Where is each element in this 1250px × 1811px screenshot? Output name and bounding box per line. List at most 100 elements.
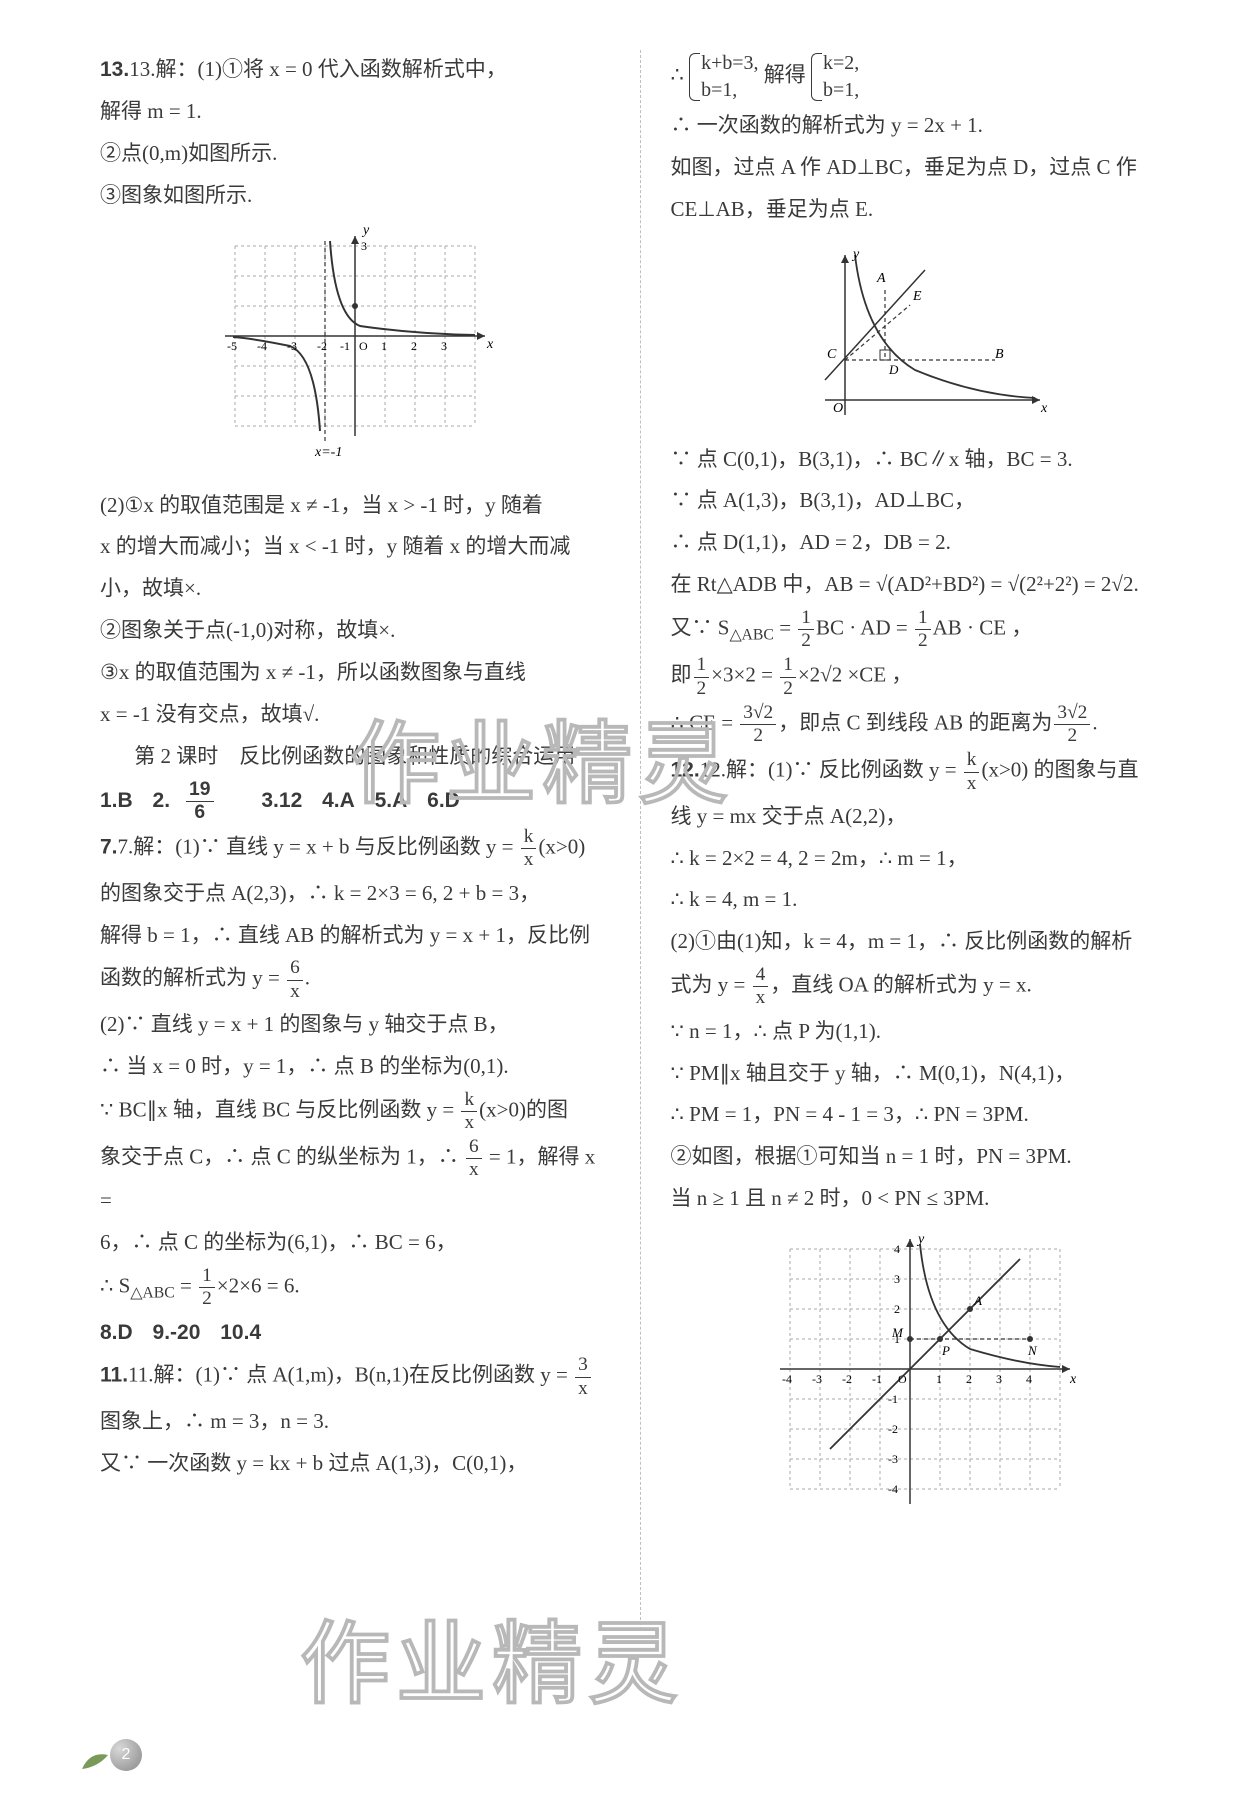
text-line: ∴ PM = 1，PN = 4 - 1 = 3，∴ PN = 3PM.: [671, 1095, 1181, 1135]
answer-row-2: 8.D 9.-20 10.4: [100, 1313, 610, 1353]
text-line: 在 Rt△ADB 中，AB = √(AD²+BD²) = √(2²+2²) = …: [671, 565, 1181, 605]
text-line: ∴ 点 D(1,1)，AD = 2，DB = 2.: [671, 523, 1181, 563]
page-number-badge: 2: [110, 1739, 142, 1771]
left-column: 13.13.解：(1)①将 x = 0 代入函数解析式中， 解得 m = 1. …: [100, 50, 610, 1630]
graph-2: O A B C D E x y: [671, 240, 1181, 430]
graph-3: A M P N x y -4 -3 -2 -1 O 1 2 3 4 1 2 3 …: [671, 1229, 1181, 1519]
text-line: ∴ k = 2×2 = 4, 2 = 2m，∴ m = 1，: [671, 839, 1181, 879]
svg-text:-3: -3: [888, 1452, 898, 1466]
svg-text:x: x: [486, 337, 494, 352]
svg-text:2: 2: [894, 1302, 900, 1316]
svg-text:O: O: [898, 1372, 907, 1386]
text-line: ∴ k = 4, m = 1.: [671, 880, 1181, 920]
text-line: ∴ 当 x = 0 时，y = 1，∴ 点 B 的坐标为(0,1).: [100, 1047, 610, 1087]
graph-1: y x -5 -4 -3 -2 -1 O 1 2 3 3 x=-1: [100, 226, 610, 476]
text-line: ③x 的取值范围为 x ≠ -1，所以函数图象与直线: [100, 653, 610, 693]
text-line: ②如图，根据①可知当 n = 1 时，PN = 3PM.: [671, 1137, 1181, 1177]
ans: 4.A: [322, 789, 355, 812]
text-line: 6，∴ 点 C 的坐标为(6,1)，∴ BC = 6，: [100, 1223, 610, 1263]
text-line: ∵ PM∥x 轴且交于 y 轴，∴ M(0,1)，N(4,1)，: [671, 1054, 1181, 1094]
svg-text:C: C: [827, 347, 837, 362]
ans: 8.D: [100, 1321, 133, 1344]
text-line: ②图象关于点(-1,0)对称，故填×.: [100, 611, 610, 651]
text-line: (2)①由(1)知，k = 4，m = 1，∴ 反比例函数的解析: [671, 922, 1181, 962]
svg-text:N: N: [1027, 1343, 1038, 1358]
svg-text:3: 3: [441, 339, 447, 353]
text-line: ∵ 点 C(0,1)，B(3,1)，∴ BC∥x 轴，BC = 3.: [671, 440, 1181, 480]
text-line: ∵ BC∥x 轴，直线 BC 与反比例函数 y = kx(x>0)的图: [100, 1089, 610, 1134]
ans: 2.196: [153, 789, 242, 812]
text-line: (2)∵ 直线 y = x + 1 的图象与 y 轴交于点 B，: [100, 1005, 610, 1045]
svg-text:-1: -1: [872, 1372, 882, 1386]
svg-text:-4: -4: [888, 1482, 898, 1496]
svg-text:-2: -2: [317, 339, 327, 353]
text-line: ∴ CE = 3√22，即点 C 到线段 AB 的距离为3√22.: [671, 702, 1181, 747]
ans: 6.D: [427, 789, 460, 812]
svg-text:x: x: [1069, 1372, 1077, 1387]
text-line: 又∵ S△ABC = 12BC · AD = 12AB · CE ，: [671, 607, 1181, 652]
svg-text:A: A: [973, 1293, 982, 1308]
text-line: ∵ n = 1，∴ 点 P 为(1,1).: [671, 1012, 1181, 1052]
text-line: 如图，过点 A 作 AD⊥BC，垂足为点 D，过点 C 作: [671, 148, 1181, 188]
text-line: 式为 y = 4x，直线 OA 的解析式为 y = x.: [671, 964, 1181, 1009]
svg-text:3: 3: [996, 1372, 1002, 1386]
svg-text:1: 1: [936, 1372, 942, 1386]
right-column: ∴ k+b=3,b=1, 解得 k=2,b=1, ∴ 一次函数的解析式为 y =…: [671, 50, 1181, 1630]
text-line: 7.7.解：(1)∵ 直线 y = x + b 与反比例函数 y = kx(x>…: [100, 826, 610, 871]
svg-text:-3: -3: [812, 1372, 822, 1386]
ans: 5.A: [375, 789, 408, 812]
text-line: 图象上，∴ m = 3，n = 3.: [100, 1402, 610, 1442]
svg-text:y: y: [916, 1232, 925, 1247]
svg-text:-3: -3: [287, 339, 297, 353]
ans: 1.B: [100, 789, 133, 812]
svg-text:4: 4: [1026, 1372, 1032, 1386]
text-line: 当 n ≥ 1 且 n ≠ 2 时，0 < PN ≤ 3PM.: [671, 1179, 1181, 1219]
svg-text:1: 1: [381, 339, 387, 353]
text-line: ②点(0,m)如图所示.: [100, 134, 610, 174]
svg-text:E: E: [912, 289, 922, 304]
text-line: x 的增大而减小；当 x < -1 时，y 随着 x 的增大而减: [100, 527, 610, 567]
svg-text:-1: -1: [888, 1392, 898, 1406]
svg-text:3: 3: [894, 1272, 900, 1286]
text-line: 的图象交于点 A(2,3)，∴ k = 2×3 = 6, 2 + b = 3，: [100, 874, 610, 914]
svg-text:x: x: [1040, 401, 1048, 416]
text-line: 解得 m = 1.: [100, 92, 610, 132]
svg-text:1: 1: [894, 1332, 900, 1346]
svg-text:x=-1: x=-1: [314, 445, 342, 460]
text-line: CE⊥AB，垂足为点 E.: [671, 190, 1181, 230]
column-divider: [640, 50, 641, 1630]
two-column-layout: 13.13.解：(1)①将 x = 0 代入函数解析式中， 解得 m = 1. …: [100, 50, 1180, 1630]
svg-text:O: O: [833, 401, 843, 416]
text-line: 小，故填×.: [100, 569, 610, 609]
text-line: ∵ 点 A(1,3)，B(3,1)，AD⊥BC，: [671, 481, 1181, 521]
text-line: ∴ k+b=3,b=1, 解得 k=2,b=1,: [671, 50, 1181, 104]
svg-text:-2: -2: [842, 1372, 852, 1386]
text-line: 11.11.解：(1)∵ 点 A(1,m)，B(n,1)在反比例函数 y = 3…: [100, 1354, 610, 1399]
answer-row-1: 1.B 2.196 3.12 4.A 5.A 6.D: [100, 779, 610, 824]
svg-text:D: D: [888, 362, 899, 377]
svg-text:y: y: [361, 226, 370, 238]
leaf-decoration-icon: [80, 1749, 110, 1773]
ans: 9.-20: [153, 1321, 201, 1344]
svg-text:-4: -4: [782, 1372, 792, 1386]
text-line: x = -1 没有交点，故填√.: [100, 695, 610, 735]
svg-text:-5: -5: [227, 339, 237, 353]
text-line: ③图象如图所示.: [100, 176, 610, 216]
svg-text:-2: -2: [888, 1422, 898, 1436]
text-line: 12.12.解：(1)∵ 反比例函数 y = kx(x>0) 的图象与直: [671, 749, 1181, 794]
text-line: 13.13.解：(1)①将 x = 0 代入函数解析式中，: [100, 50, 610, 90]
svg-text:y: y: [851, 247, 860, 262]
text-line: 解得 b = 1，∴ 直线 AB 的解析式为 y = x + 1，反比例: [100, 916, 610, 956]
svg-text:-1: -1: [340, 339, 350, 353]
text-line: 线 y = mx 交于点 A(2,2)，: [671, 797, 1181, 837]
text-line: ∴ 一次函数的解析式为 y = 2x + 1.: [671, 106, 1181, 146]
text-line: ∴ S△ABC = 12×2×6 = 6.: [100, 1265, 610, 1310]
text-line: 象交于点 C，∴ 点 C 的纵坐标为 1，∴ 6x = 1，解得 x =: [100, 1136, 610, 1221]
svg-text:-4: -4: [257, 339, 267, 353]
svg-text:2: 2: [966, 1372, 972, 1386]
section-title: 第 2 课时 反比例函数的图象和性质的综合运用: [100, 737, 610, 777]
text-line: (2)①x 的取值范围是 x ≠ -1，当 x > -1 时，y 随着: [100, 486, 610, 526]
svg-text:4: 4: [894, 1242, 900, 1256]
text-line: 即12×3×2 = 12×2√2 ×CE ，: [671, 654, 1181, 699]
text-line: 函数的解析式为 y = 6x.: [100, 957, 610, 1002]
